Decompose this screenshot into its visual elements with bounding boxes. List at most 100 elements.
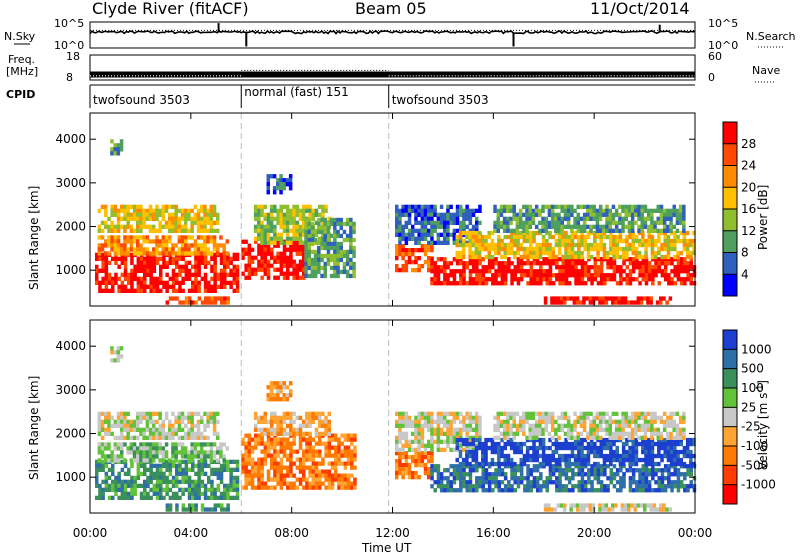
velocity-pixel — [551, 464, 556, 469]
power-pixel — [455, 238, 459, 244]
velocity-pixel — [104, 427, 108, 432]
power-pixel — [551, 234, 555, 240]
velocity-pixel — [123, 411, 127, 416]
velocity-pixel — [497, 468, 501, 473]
velocity-pixel — [308, 423, 312, 428]
power-pixel — [187, 247, 191, 252]
velocity-pixel — [516, 449, 520, 455]
power-pixel — [289, 228, 293, 233]
power-pixel — [522, 238, 527, 244]
velocity-pixel — [168, 458, 172, 463]
power-pixel — [404, 240, 409, 245]
power-pixel — [516, 269, 521, 274]
power-pixel — [314, 212, 319, 217]
velocity-pixel — [436, 435, 441, 440]
power-pixel — [509, 246, 514, 252]
power-pixel — [127, 280, 131, 285]
velocity-pixel — [580, 437, 584, 443]
power-pixel — [484, 246, 488, 252]
velocity-pixel — [152, 411, 156, 416]
power-pixel — [298, 232, 303, 237]
velocity-pixel — [452, 435, 457, 440]
power-pixel — [219, 284, 224, 289]
power-pixel — [449, 216, 453, 221]
velocity-pixel — [506, 437, 511, 443]
velocity-pixel — [407, 443, 412, 448]
power-pixel — [266, 275, 271, 280]
velocity-pixel — [276, 453, 280, 458]
velocity-pixel — [353, 437, 357, 442]
power-pixel — [539, 277, 543, 282]
power-pixel — [478, 261, 482, 266]
velocity-pixel — [327, 481, 332, 486]
power-pixel — [203, 251, 207, 256]
velocity-pixel — [407, 439, 412, 444]
power-pixel — [200, 204, 204, 209]
power-pixel — [669, 220, 673, 225]
velocity-pixel — [676, 472, 681, 477]
velocity-pixel — [226, 459, 230, 464]
power-pixel — [662, 208, 667, 213]
power-pixel — [165, 284, 169, 289]
velocity-pixel — [184, 431, 188, 436]
velocity-pixel — [177, 411, 182, 416]
velocity-pixel — [139, 471, 144, 476]
power-pixel — [430, 248, 434, 253]
velocity-pixel — [142, 450, 146, 455]
velocity-pixel — [462, 480, 466, 485]
velocity-pixel — [417, 463, 421, 468]
velocity-pixel — [193, 431, 198, 436]
power-pixel — [534, 212, 539, 217]
power-pixel — [561, 273, 565, 278]
power-pixel — [194, 280, 198, 285]
power-pixel — [260, 251, 264, 256]
power-pixel — [487, 246, 491, 252]
power-pixel — [282, 240, 287, 245]
velocity-pixel — [250, 445, 255, 450]
power-pixel — [458, 230, 463, 236]
power-pixel — [586, 230, 591, 236]
velocity-pixel — [165, 459, 169, 464]
power-pixel — [162, 280, 166, 285]
power-pixel — [162, 256, 166, 261]
velocity-pixel — [247, 449, 252, 454]
power-pixel — [130, 256, 134, 261]
velocity-pixel — [161, 458, 166, 463]
velocity-pixel — [155, 442, 159, 447]
velocity-pixel — [273, 427, 277, 432]
velocity-pixel — [430, 443, 434, 448]
velocity-pixel — [120, 495, 125, 500]
power-pixel — [560, 204, 564, 209]
velocity-pixel — [478, 464, 482, 469]
power-pixel — [571, 265, 575, 270]
noise-left-label: N.Sky — [4, 30, 36, 43]
power-pixel — [301, 220, 306, 225]
power-pixel — [497, 246, 501, 252]
power-pixel — [184, 272, 189, 277]
power-pixel — [506, 224, 510, 229]
power-pixel — [497, 250, 501, 256]
power-pixel — [461, 250, 466, 256]
power-pixel — [468, 242, 472, 248]
velocity-pixel — [116, 454, 121, 459]
power-pixel — [310, 249, 315, 255]
power-pixel — [171, 272, 176, 277]
power-pixel — [544, 228, 548, 233]
power-pixel — [191, 264, 195, 269]
velocity-pixel — [295, 477, 300, 482]
power-pixel — [656, 220, 660, 225]
power-pixel — [582, 228, 587, 233]
power-pixel — [640, 208, 644, 213]
velocity-pixel — [292, 419, 296, 424]
velocity-pixel — [257, 461, 261, 466]
velocity-pixel — [130, 491, 134, 496]
velocity-pixel — [254, 437, 258, 442]
power-pixel — [301, 216, 306, 221]
power-pixel — [458, 250, 463, 256]
velocity-pixel — [583, 445, 587, 451]
velocity-pixel — [308, 415, 312, 420]
power-pixel — [200, 216, 204, 221]
velocity-pixel — [212, 431, 217, 436]
power-pixel — [222, 247, 226, 252]
velocity-pixel — [561, 445, 565, 451]
